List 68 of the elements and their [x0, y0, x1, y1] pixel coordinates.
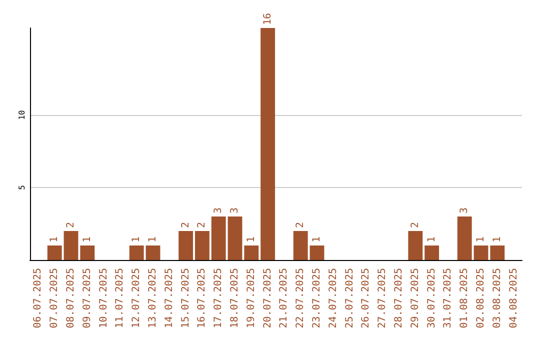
data-label: 1 — [426, 236, 438, 242]
bar — [129, 246, 144, 260]
x-tick-label: 24.07.2025 — [328, 268, 339, 328]
bar — [310, 246, 324, 260]
bar — [490, 246, 505, 260]
bar — [64, 231, 78, 260]
x-tick-label: 17.07.2025 — [213, 268, 224, 328]
bar — [178, 231, 194, 260]
data-label: 2 — [410, 222, 421, 228]
x-tick-label: 07.07.2025 — [49, 268, 60, 328]
data-label: 3 — [213, 207, 224, 214]
bar — [146, 246, 160, 260]
x-tick-label: 16.07.2025 — [196, 268, 208, 328]
x-tick-label: 28.07.2025 — [394, 268, 404, 328]
x-tick-label: 10.07.2025 — [98, 268, 110, 328]
bar — [80, 246, 95, 260]
x-tick-label: 20.07.2025 — [262, 268, 274, 328]
x-tick-label: 13.07.2025 — [148, 268, 158, 328]
data-label: 1 — [312, 236, 322, 242]
x-tick-label: 23.07.2025 — [312, 268, 322, 328]
bar — [211, 216, 226, 260]
data-label: 16 — [262, 12, 274, 25]
x-tick-label: 04.08.2025 — [508, 268, 520, 328]
x-tick-label: 26.07.2025 — [360, 268, 372, 328]
y-tick-label: 5 — [18, 184, 26, 190]
data-label: 2 — [66, 222, 76, 228]
bar — [424, 246, 440, 260]
x-tick-label: 08.07.2025 — [66, 268, 76, 328]
bar — [293, 231, 308, 260]
x-tick-label: 27.07.2025 — [377, 268, 388, 328]
data-label: 3 — [230, 207, 240, 214]
bar — [408, 231, 423, 260]
data-label: 1 — [148, 236, 158, 242]
y-tick-label: 10 — [18, 110, 26, 120]
x-tick-label: 25.07.2025 — [344, 268, 356, 328]
data-label: 2 — [196, 222, 208, 228]
bar — [228, 216, 242, 260]
bar — [260, 28, 276, 260]
data-label: 2 — [180, 222, 192, 228]
bar — [47, 246, 62, 260]
x-tick-label: 22.07.2025 — [295, 268, 306, 328]
x-tick-label: 15.07.2025 — [180, 268, 192, 328]
x-tick-label: 06.07.2025 — [32, 268, 44, 328]
data-label: 2 — [295, 222, 306, 228]
x-tick-label: 19.07.2025 — [246, 268, 257, 328]
x-tick-label: 14.07.2025 — [164, 268, 175, 328]
data-label: 1 — [492, 236, 503, 242]
x-tick-label: 29.07.2025 — [410, 268, 421, 328]
x-tick-label: 03.08.2025 — [492, 268, 503, 328]
bar — [244, 246, 259, 260]
data-label: 1 — [476, 236, 486, 242]
x-tick-label: 09.07.2025 — [82, 268, 93, 328]
data-label: 1 — [131, 236, 142, 242]
bar — [474, 246, 488, 260]
data-label: 1 — [82, 236, 93, 242]
x-tick-label: 01.08.2025 — [459, 268, 470, 328]
x-tick-label: 12.07.2025 — [131, 268, 142, 328]
bar — [194, 231, 210, 260]
bar — [457, 216, 472, 260]
x-tick-label: 31.07.2025 — [442, 268, 454, 328]
data-label: 3 — [459, 207, 470, 214]
data-label: 1 — [49, 236, 60, 242]
x-tick-label: 18.07.2025 — [230, 268, 240, 328]
data-label: 1 — [246, 236, 257, 242]
x-tick-label: 02.08.2025 — [476, 268, 486, 328]
x-tick-label: 21.07.2025 — [278, 268, 290, 328]
x-tick-label: 11.07.2025 — [114, 268, 126, 328]
x-tick-label: 30.07.2025 — [426, 268, 438, 328]
